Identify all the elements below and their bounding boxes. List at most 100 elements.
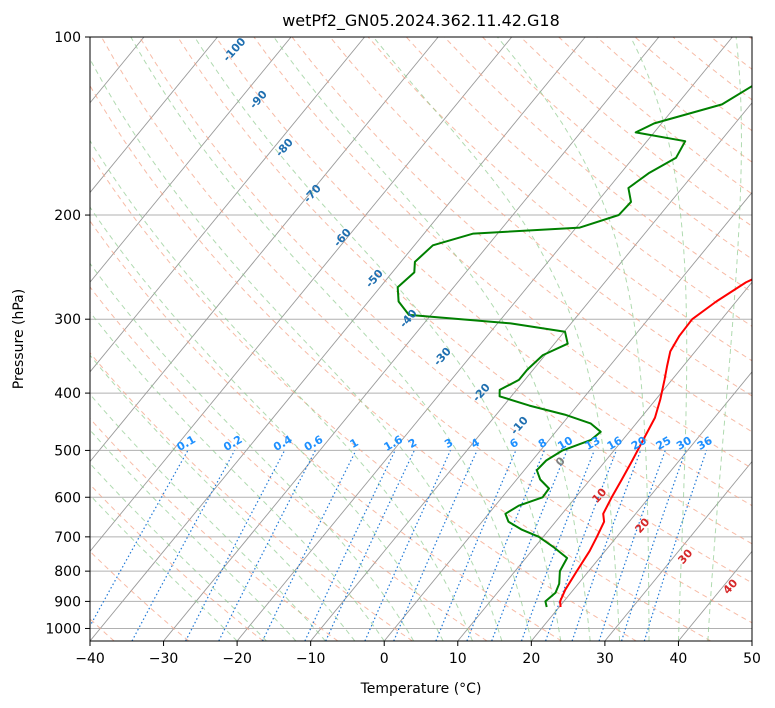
dry-adiabat-line (90, 550, 190, 641)
dry-adiabat-label: -80 (273, 136, 296, 160)
moist-adiabat-line (90, 206, 444, 641)
mixing-ratio-line (218, 450, 316, 641)
moist-adiabat-line (90, 393, 326, 641)
dry-adiabat-line (177, 37, 752, 545)
isotherm-line (163, 37, 660, 641)
mixing-ratio-line (491, 450, 568, 641)
dry-adiabat-label: -100 (220, 35, 248, 64)
y-tick-label: 700 (54, 530, 81, 546)
moist-adiabat-line (90, 462, 267, 641)
mixing-ratio-label: 2 (406, 436, 419, 451)
moist-adiabat-line (90, 354, 356, 641)
moist-adiabat-line (707, 37, 743, 641)
moist-adiabat-label: 20 (632, 515, 652, 535)
mixing-ratio-line (571, 450, 642, 641)
moist-adiabat-label: 10 (589, 485, 609, 505)
moist-adiabat-line (497, 37, 650, 641)
dry-adiabat-line (139, 37, 752, 584)
mixing-ratio-line (520, 450, 595, 641)
x-tick-label: 10 (449, 651, 467, 667)
isotherm-line (90, 37, 218, 194)
dry-adiabat-line (90, 417, 339, 641)
isotherm-line (90, 37, 513, 553)
moist-adiabat-line (630, 37, 688, 641)
moist-adiabat-line (90, 262, 415, 641)
dry-adiabat-label: -40 (397, 307, 420, 331)
dry-adiabat-label: -10 (508, 414, 531, 438)
y-tick-label: 400 (54, 386, 81, 402)
x-tick-label: 30 (596, 651, 614, 667)
dry-adiabat-line (748, 37, 752, 40)
y-tick-label: 300 (54, 312, 81, 328)
x-axis: −40 −30 −20 −10 0 10 20 30 40 50 (75, 641, 761, 667)
isotherm-line (604, 460, 752, 641)
x-tick-label: −40 (75, 651, 105, 667)
mixing-ratio-line (393, 450, 478, 641)
y-axis: 100 200 300 400 500 600 700 800 900 1000 (45, 30, 90, 637)
moist-adiabat-label: 30 (675, 546, 695, 566)
isotherm-line (90, 37, 586, 641)
mixing-ratio-line (261, 450, 357, 641)
dry-adiabat-line (90, 220, 562, 641)
x-axis-label: Temperature (°C) (360, 681, 482, 697)
series-layer (396, 84, 752, 608)
x-tick-label: −20 (222, 651, 252, 667)
isotherm-line (751, 640, 752, 641)
isotherm-line (90, 37, 439, 463)
isotherm-line (530, 371, 752, 641)
mixing-ratio-label: 8 (536, 436, 549, 451)
y-tick-label: 500 (54, 443, 81, 459)
isotherm-line (678, 550, 752, 641)
y-tick-label: 200 (54, 208, 81, 224)
line-labels: 0.1 0.2 0.4 0.6 1 1.6 2 3 4 6 8 10 13 16 20 25 30 36-100-… (174, 35, 740, 597)
moist-adiabat-line (90, 429, 297, 641)
moist-adiabat-line (90, 139, 473, 641)
mixing-ratio-line (643, 450, 708, 641)
moist-adiabat-line (90, 58, 503, 641)
x-tick-label: 40 (670, 651, 688, 667)
mixing-ratio-line (598, 450, 666, 641)
dry-adiabat-line (90, 352, 413, 641)
mixing-ratio-line (364, 450, 452, 641)
mixing-ratio-label: 3 (442, 436, 455, 451)
mixing-ratio-line (131, 450, 236, 641)
isotherm-line (457, 281, 752, 641)
mixing-ratio-label: 4 (469, 436, 482, 451)
dry-adiabat-line (710, 37, 752, 70)
chart-title: wetPf2_GN05.2024.362.11.42.G18 (282, 11, 560, 31)
x-tick-label: −10 (296, 651, 326, 667)
dry-adiabat-line (253, 37, 752, 469)
moist-adiabat-line (90, 494, 238, 641)
moist-adiabat-line (130, 37, 532, 641)
dry-adiabat-line (90, 483, 264, 641)
x-tick-label: 50 (743, 651, 761, 667)
y-tick-label: 100 (54, 30, 81, 46)
dry-adiabat-line (329, 37, 752, 397)
dry-adiabat-line (444, 37, 752, 293)
y-tick-label: 1000 (45, 621, 81, 637)
moist-adiabat-line (194, 37, 562, 641)
mixing-ratio-line (466, 450, 545, 641)
mixing-ratio-line (621, 450, 687, 641)
y-axis-label: Pressure (hPa) (11, 289, 27, 389)
y-tick-label: 800 (54, 564, 81, 580)
y-tick-label: 600 (54, 490, 81, 506)
y-tick-label: 900 (54, 594, 81, 610)
isotherm-line (90, 37, 292, 283)
dewpoint-line (396, 84, 752, 608)
moist-adiabat-label: 40 (720, 576, 740, 596)
dry-adiabat-line (101, 37, 752, 624)
background-lines (90, 37, 752, 641)
temperature-line (559, 278, 752, 608)
isotherm-line (90, 37, 365, 373)
moist-adiabat-line (373, 37, 621, 641)
dry-adiabat-line (90, 286, 488, 641)
dry-adiabat-line (405, 37, 752, 327)
mixing-ratio-label: 6 (508, 436, 521, 451)
x-tick-label: 0 (380, 651, 389, 667)
plot-frame (89, 36, 753, 642)
dry-adiabat-label: -70 (301, 182, 324, 206)
x-tick-label: −30 (149, 651, 179, 667)
x-tick-label: 20 (522, 651, 540, 667)
